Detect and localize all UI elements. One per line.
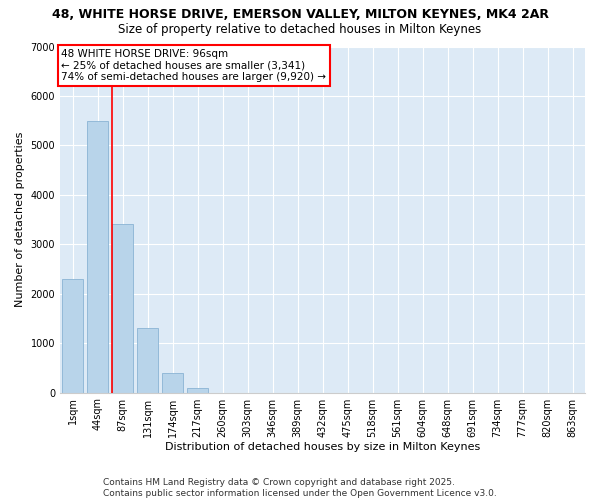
Bar	[162, 373, 183, 392]
Bar	[62, 279, 83, 392]
Text: Size of property relative to detached houses in Milton Keynes: Size of property relative to detached ho…	[118, 22, 482, 36]
Y-axis label: Number of detached properties: Number of detached properties	[15, 132, 25, 307]
Text: 48, WHITE HORSE DRIVE, EMERSON VALLEY, MILTON KEYNES, MK4 2AR: 48, WHITE HORSE DRIVE, EMERSON VALLEY, M…	[52, 8, 548, 20]
Bar	[137, 328, 158, 392]
Bar	[87, 120, 108, 392]
Text: Contains HM Land Registry data © Crown copyright and database right 2025.
Contai: Contains HM Land Registry data © Crown c…	[103, 478, 497, 498]
X-axis label: Distribution of detached houses by size in Milton Keynes: Distribution of detached houses by size …	[165, 442, 480, 452]
Bar	[112, 224, 133, 392]
Bar	[187, 388, 208, 392]
Text: 48 WHITE HORSE DRIVE: 96sqm
← 25% of detached houses are smaller (3,341)
74% of : 48 WHITE HORSE DRIVE: 96sqm ← 25% of det…	[61, 49, 326, 82]
